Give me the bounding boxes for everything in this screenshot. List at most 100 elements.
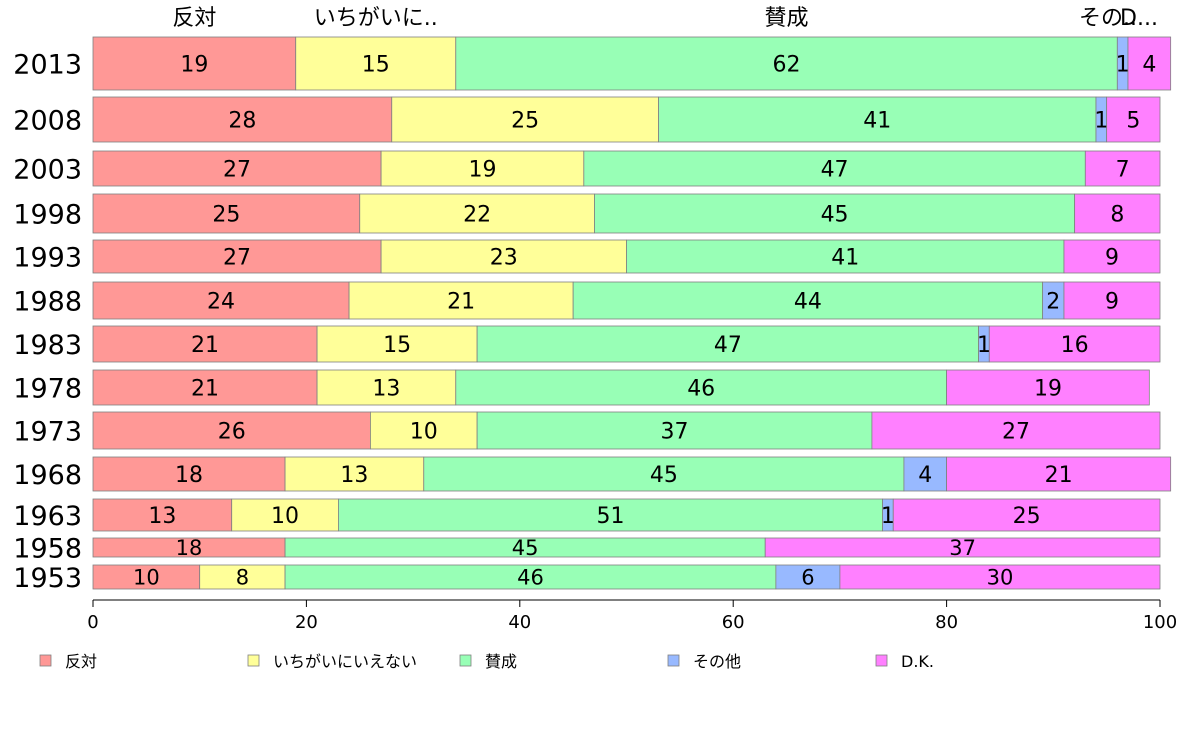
bar-row-1953: 10 8 46 6 30 xyxy=(92,564,1161,590)
data-label: 13 xyxy=(148,504,176,529)
bar-segment xyxy=(1084,150,1161,187)
data-label: 45 xyxy=(512,536,539,560)
data-label: 10 xyxy=(133,566,160,590)
x-tick-label: 20 xyxy=(295,612,318,633)
data-label: 8 xyxy=(1110,202,1124,227)
data-label: 47 xyxy=(821,157,849,182)
data-label: 19 xyxy=(1034,376,1062,401)
bar-segment xyxy=(775,564,841,590)
bar-segment xyxy=(359,193,595,234)
year-label: 1958 xyxy=(13,534,82,565)
bars: 19 15 62 1 428 25 41 1 527 19 47 725 22 45 827 23 41 924 2… xyxy=(92,36,1172,590)
legend-label: その他 xyxy=(693,652,741,671)
bar-row-2003: 27 19 47 7 xyxy=(92,150,1161,187)
bar-segment xyxy=(476,411,873,450)
bar-segment xyxy=(92,369,318,406)
data-label: 10 xyxy=(410,419,438,444)
top-series-labels: 反対 いちがいに.. 賛成 その..D... xyxy=(172,6,1158,31)
x-tick-label: 60 xyxy=(722,612,745,633)
bar-segment xyxy=(764,537,1161,558)
data-label: 27 xyxy=(223,157,251,182)
bar-segment xyxy=(946,456,1172,492)
data-label: 51 xyxy=(596,504,624,529)
legend-item: 賛成 xyxy=(459,652,517,671)
bar-segment xyxy=(391,96,659,143)
data-label: 25 xyxy=(511,108,539,133)
data-label: 25 xyxy=(212,202,240,227)
bar-segment xyxy=(423,456,905,492)
bar-row-1968: 18 13 45 4 21 xyxy=(92,456,1172,492)
bar-segment xyxy=(92,411,371,450)
bar-row-2013: 19 15 62 1 4 xyxy=(92,36,1172,91)
data-label: 21 xyxy=(191,376,219,401)
legend-swatch xyxy=(875,654,888,667)
data-label: 15 xyxy=(383,333,411,358)
data-label: 18 xyxy=(175,463,203,488)
top-series-label: 賛成 xyxy=(765,6,809,31)
year-label: 1968 xyxy=(13,460,82,491)
top-series-label: 反対 xyxy=(172,6,216,31)
top-series-label: D... xyxy=(1120,6,1158,31)
bar-row-1978: 21 13 46 19 xyxy=(92,369,1150,406)
bar-segment xyxy=(476,325,980,363)
data-label: 19 xyxy=(180,52,208,77)
year-label: 1988 xyxy=(13,287,82,318)
data-label: 4 xyxy=(918,463,932,488)
bar-segment xyxy=(295,36,457,91)
data-label: 4 xyxy=(1142,52,1156,77)
bar-segment xyxy=(626,239,1065,274)
bar-segment xyxy=(1063,281,1161,320)
bar-segment xyxy=(903,456,947,492)
year-labels: 2013 2008 2003 1998 1993 1988 1983 1978 1973 1968… xyxy=(13,50,82,595)
bar-segment xyxy=(1106,96,1161,143)
data-label: 21 xyxy=(191,333,219,358)
legend-label: 賛成 xyxy=(485,652,517,671)
data-label: 28 xyxy=(228,108,256,133)
bar-segment xyxy=(455,36,1118,91)
legend-swatch xyxy=(667,654,680,667)
year-label: 2008 xyxy=(13,106,82,137)
bar-row-2008: 28 25 41 1 5 xyxy=(92,96,1161,143)
year-label: 2003 xyxy=(13,155,82,186)
bar-segment xyxy=(1074,193,1161,234)
data-label: 26 xyxy=(218,419,246,444)
data-label: 6 xyxy=(801,566,814,590)
data-label: 23 xyxy=(490,245,518,270)
data-label: 44 xyxy=(794,289,822,314)
data-label: 37 xyxy=(949,536,976,560)
bar-segment xyxy=(658,96,1097,143)
bar-segment xyxy=(946,369,1150,406)
bar-row-1958: 18 45 37 xyxy=(92,536,1161,560)
data-label: 45 xyxy=(650,463,678,488)
year-label: 1973 xyxy=(13,417,82,448)
data-label: 46 xyxy=(517,566,544,590)
data-label: 9 xyxy=(1105,289,1119,314)
bar-row-1988: 24 21 44 2 9 xyxy=(92,281,1161,320)
bar-segment xyxy=(92,239,382,274)
year-label: 1963 xyxy=(13,501,82,532)
year-label: 1998 xyxy=(13,200,82,231)
data-label: 15 xyxy=(362,52,390,77)
x-tick-label: 0 xyxy=(87,612,98,633)
data-label: 37 xyxy=(661,419,689,444)
bar-segment xyxy=(92,325,318,363)
bar-segment xyxy=(1063,239,1161,274)
legend-swatch xyxy=(247,654,260,667)
data-label: 10 xyxy=(271,504,299,529)
data-label: 13 xyxy=(372,376,400,401)
data-label: 18 xyxy=(176,536,203,560)
legend-item: その他 xyxy=(667,652,741,671)
bar-segment xyxy=(988,325,1161,363)
bar-row-1998: 25 22 45 8 xyxy=(92,193,1161,234)
bar-segment xyxy=(892,498,1161,532)
bar-segment xyxy=(338,498,883,532)
data-label: 24 xyxy=(207,289,235,314)
bar-segment xyxy=(92,96,393,143)
data-label: 8 xyxy=(236,566,249,590)
bar-segment xyxy=(92,564,201,590)
data-label: 22 xyxy=(463,202,491,227)
bar-segment xyxy=(370,411,478,450)
bar-segment xyxy=(316,369,457,406)
bar-segment xyxy=(594,193,1076,234)
